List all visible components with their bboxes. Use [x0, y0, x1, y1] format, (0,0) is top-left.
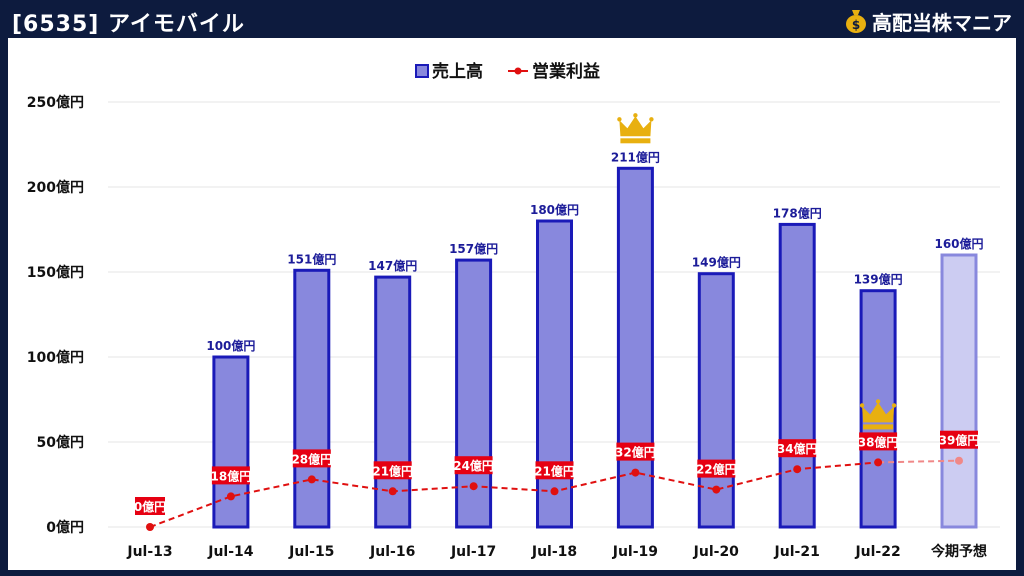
sales-data-label: 178億円 — [773, 205, 822, 220]
sales-bar — [697, 272, 735, 529]
op-profit-point — [874, 458, 883, 467]
sales-bar — [940, 253, 978, 529]
chart-panel: 0億円 50億円 100億円 150億円 200億円 250億円 Jul-13 Jul-14 J… — [8, 38, 1016, 570]
op-profit-label-bg — [211, 466, 250, 485]
legend-sales-swatch — [415, 64, 429, 78]
x-tick-label: Jul-15 — [288, 544, 334, 560]
record-high-crown-icon — [617, 113, 654, 144]
sales-bar — [778, 222, 816, 529]
op-profit-data-label: 18億円 — [211, 468, 252, 483]
sales-data-label: 180億円 — [530, 202, 579, 217]
crown-base — [620, 138, 651, 144]
y-tick-label: 0億円 — [46, 519, 84, 536]
crown-jewel — [859, 403, 865, 408]
y-tick-label: 100億円 — [27, 349, 84, 366]
op-profit-label-bg — [454, 456, 493, 475]
x-tick-label: Jul-14 — [207, 544, 254, 560]
y-tick-label: 200億円 — [27, 179, 84, 196]
sales-bar — [536, 219, 573, 529]
x-tick-label: Jul-21 — [774, 544, 820, 560]
x-tick-label: Jul-18 — [531, 544, 577, 560]
op-profit-data-label: 21億円 — [534, 463, 575, 478]
crown-jewel — [875, 399, 881, 404]
sales-data-label: 139億円 — [854, 272, 903, 287]
brand-logo: $ 高配当株マニア — [844, 6, 1012, 36]
op-profit-label-bg — [616, 442, 655, 461]
legend-sales-label: 売上高 — [432, 61, 483, 82]
op-profit-data-label: 28億円 — [291, 451, 332, 466]
op-profit-label-bg — [859, 432, 898, 451]
sales-data-label: 157億円 — [449, 241, 498, 256]
op-profit-data-label: 0億円 — [134, 499, 166, 514]
x-tick-label: Jul-16 — [369, 544, 415, 560]
sales-data-label: 160億円 — [934, 236, 983, 251]
record-high-crown-icon — [859, 399, 897, 430]
op-profit-label-bg — [535, 461, 574, 480]
chart-svg: 0億円 50億円 100億円 150億円 200億円 250億円 Jul-13 Jul-14 J… — [27, 61, 1000, 560]
page-title: [6535] アイモバイル — [12, 12, 245, 37]
sales-bar — [616, 166, 654, 529]
x-tick-label: Jul-13 — [126, 544, 172, 560]
x-tick-label: Jul-17 — [450, 544, 496, 560]
y-tick-label: 50億円 — [37, 434, 84, 451]
x-tick-label: Jul-19 — [612, 544, 658, 560]
op-profit-label-bg — [697, 459, 736, 478]
money-bag-icon: $ — [846, 10, 866, 33]
op-profit-point — [631, 468, 640, 477]
legend-op-label: 営業利益 — [532, 61, 600, 82]
crown-jewel — [633, 113, 638, 118]
op-profit-point — [550, 487, 559, 496]
op-profit-line — [149, 461, 879, 528]
sales-data-label: 147億円 — [368, 258, 417, 273]
op-profit-point — [226, 492, 235, 501]
crown-shape — [619, 116, 652, 137]
op-profit-data-label: 24億円 — [453, 458, 494, 473]
sales-bar — [293, 268, 331, 529]
sales-bar — [374, 275, 412, 529]
op-profit-label-bg — [778, 439, 817, 458]
x-tick-label: Jul-20 — [693, 544, 740, 560]
op-profit-data-label: 21億円 — [372, 463, 413, 478]
op-profit-point — [388, 487, 397, 496]
op-profit-data-label: 32億円 — [615, 445, 656, 460]
x-tick-label: 今期予想 — [930, 543, 987, 560]
op-profit-label-bg — [135, 497, 165, 515]
op-profit-data-label: 34億円 — [777, 441, 818, 456]
sales-data-label: 149億円 — [692, 255, 741, 270]
brand-name: 高配当株マニア — [872, 10, 1012, 35]
op-profit-data-label: 39億円 — [939, 433, 980, 448]
sales-data-label: 151億円 — [287, 251, 336, 266]
op-profit-label-bg — [292, 449, 331, 468]
op-profit-forecast-line — [878, 459, 960, 464]
op-profit-data-label: 22億円 — [696, 462, 737, 477]
legend: 売上高 営業利益 — [415, 61, 600, 82]
op-profit-label-bg — [373, 461, 412, 480]
sales-data-label: 211億円 — [611, 149, 660, 164]
op-profit-point — [307, 475, 316, 484]
op-profit-point — [146, 523, 154, 531]
op-profit-label-bg — [940, 430, 978, 449]
y-tick-label: 150億円 — [27, 264, 84, 281]
op-profit-point — [469, 482, 478, 491]
crown-jewel — [617, 117, 622, 122]
y-tick-label: 250億円 — [27, 94, 84, 111]
x-tick-label: Jul-22 — [854, 544, 900, 560]
legend-op-marker — [514, 67, 522, 75]
svg-text:$: $ — [852, 18, 860, 32]
crown-jewel — [649, 117, 654, 122]
crown-jewel — [891, 403, 897, 408]
crown-shape — [862, 402, 895, 423]
op-profit-point — [955, 456, 963, 465]
op-profit-point — [712, 485, 721, 494]
sales-data-label: 100億円 — [206, 338, 255, 353]
crown-base — [863, 424, 894, 430]
op-profit-data-label: 38億円 — [858, 434, 899, 449]
op-profit-point — [793, 465, 802, 474]
